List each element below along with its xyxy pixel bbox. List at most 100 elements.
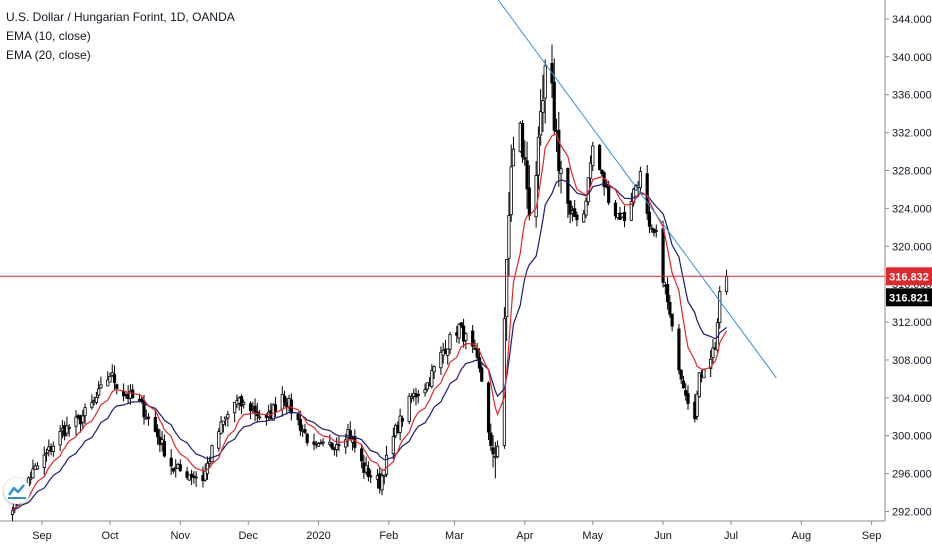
candle (464, 332, 468, 350)
candle-body (588, 162, 593, 179)
candle-body (559, 168, 563, 174)
y-tick-label: 300.000 (892, 431, 932, 443)
candle-body (613, 202, 618, 217)
candle (502, 307, 507, 449)
candle (131, 384, 135, 399)
candle (541, 74, 545, 132)
x-tick-label: Sep (32, 530, 52, 542)
candle-body (316, 443, 321, 447)
candle-body (97, 388, 101, 396)
candle-body (439, 351, 443, 369)
candle-body (575, 214, 579, 221)
candle (239, 394, 244, 415)
candle (31, 459, 35, 479)
candle-body (162, 440, 166, 457)
candle (226, 410, 230, 427)
candle (414, 387, 418, 406)
candle (670, 313, 674, 332)
candle-body (146, 416, 151, 419)
candle (273, 396, 278, 417)
candle-body (142, 400, 146, 418)
candle-body (210, 445, 214, 463)
candle (650, 224, 654, 233)
candle (155, 424, 160, 445)
legend-ema-10[interactable]: EMA (10, close) (6, 29, 91, 43)
candle-body (282, 395, 287, 403)
candle-body (219, 421, 223, 434)
y-tick-label: 324.000 (892, 203, 932, 215)
candle (446, 348, 450, 365)
candle-body (169, 457, 173, 467)
candle (178, 459, 182, 473)
candle (169, 449, 173, 476)
candle (335, 437, 339, 457)
candle (702, 369, 706, 379)
candle (194, 471, 198, 487)
candle-body (81, 415, 85, 423)
candle (724, 269, 729, 295)
candle (409, 393, 414, 403)
candle (303, 424, 307, 434)
x-tick-label: Apr (516, 530, 533, 542)
candle (509, 144, 513, 222)
y-tick-label: 328.000 (892, 166, 932, 178)
candle (253, 398, 257, 422)
candle-body (709, 358, 713, 370)
legend-symbol-title[interactable]: U.S. Dollar / Hungarian Forint, 1D, OAND… (6, 10, 235, 24)
candle-body (112, 373, 117, 384)
candle (575, 211, 579, 227)
candle (233, 402, 237, 423)
candle-body (477, 357, 482, 369)
candle-body (29, 477, 33, 480)
candle-body (591, 145, 595, 167)
tradingview-logo-icon[interactable] (4, 478, 30, 504)
candle (94, 391, 98, 405)
candle-body (384, 454, 389, 475)
candle-body (233, 402, 237, 414)
candle-body (35, 465, 40, 470)
y-tick-label: 304.000 (892, 393, 932, 405)
candle-body (178, 464, 182, 472)
candle-body (568, 200, 572, 215)
candle-body (552, 81, 556, 131)
candle (29, 471, 33, 485)
candle-body (677, 328, 681, 371)
candle-body (99, 384, 103, 389)
candle (536, 126, 541, 190)
x-tick-label: Oct (101, 530, 118, 542)
candle-body (359, 448, 364, 462)
candle (99, 376, 103, 389)
candle-body (486, 382, 491, 433)
y-tick-label: 296.000 (892, 469, 932, 481)
candle (677, 324, 681, 375)
candle-body (106, 379, 110, 387)
candle-body (527, 187, 531, 216)
trendline (497, 0, 777, 379)
candle (686, 385, 690, 410)
candle (475, 342, 479, 362)
candle (645, 164, 649, 220)
candle-body (566, 167, 570, 204)
candle (430, 364, 434, 389)
candle (491, 435, 495, 468)
x-tick-label: Jul (724, 530, 738, 542)
candle (67, 424, 71, 437)
candle (282, 390, 287, 407)
ema-20-line (12, 179, 727, 512)
hline-price-tag (886, 267, 932, 286)
candle (337, 436, 341, 452)
candle-body (607, 187, 611, 203)
candle-body (598, 144, 602, 170)
candle-body (257, 416, 262, 419)
candle-body (457, 323, 461, 339)
candle-body (647, 211, 652, 227)
candle-body (171, 468, 176, 472)
last-price-label: 316.821 (889, 292, 929, 304)
candle (398, 408, 402, 441)
candle (65, 416, 69, 437)
candle-body (416, 394, 420, 396)
legend-ema-20[interactable]: EMA (20, close) (6, 48, 91, 62)
candle-body (679, 370, 683, 380)
candle (471, 325, 475, 354)
